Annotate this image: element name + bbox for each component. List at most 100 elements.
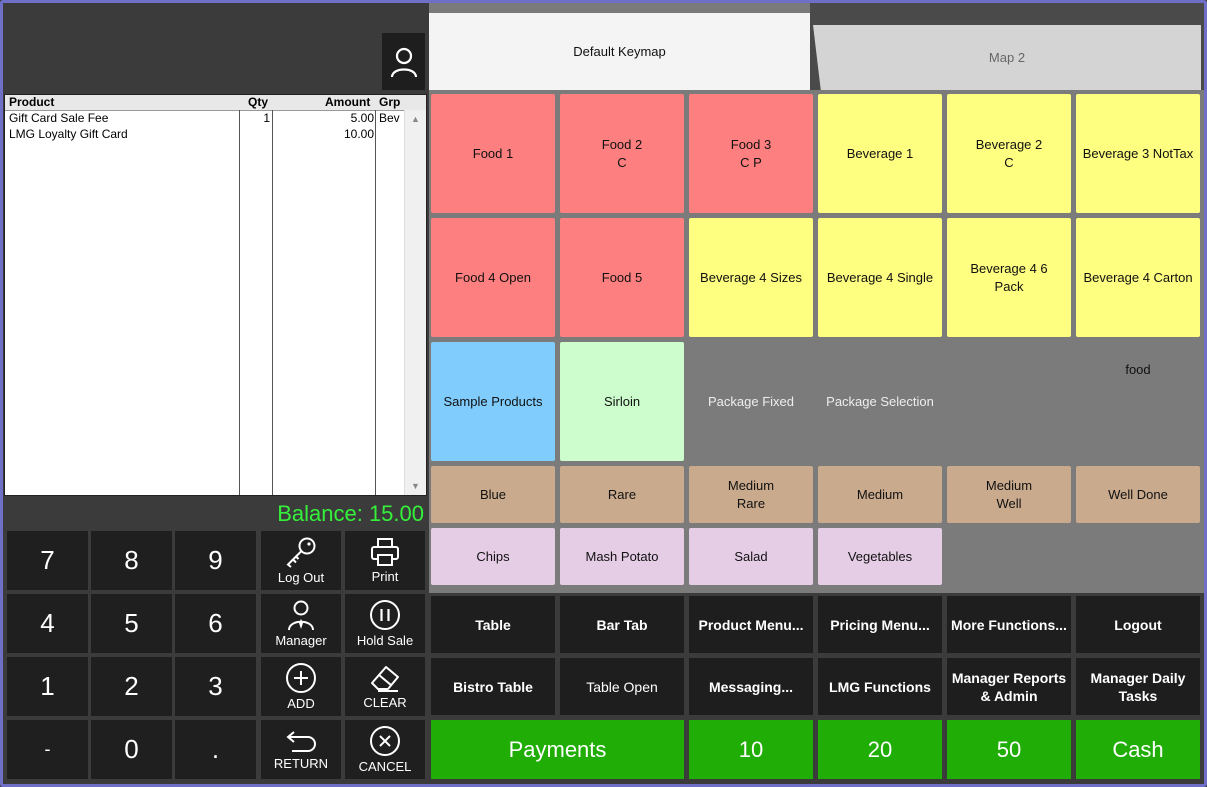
product-package-fixed[interactable]: Package Fixed [708,393,794,409]
order-list[interactable]: Product Qty Amount Grp Gift Card Sale Fe… [4,94,427,496]
print-key[interactable]: Print [345,531,425,590]
manager-key[interactable]: Manager [261,594,341,653]
row-grp [379,126,403,142]
order-header: Product Qty Amount Grp [5,95,426,111]
messaging-button[interactable]: Messaging... [689,658,813,715]
modifier-medium[interactable]: Medium [818,466,942,523]
eraser-icon [371,666,399,692]
product-food-5[interactable]: Food 5 [560,218,684,337]
logout-button[interactable]: Logout [1076,596,1200,653]
side-mash-potato[interactable]: Mash Potato [560,528,684,585]
printer-icon [371,538,399,566]
modifier-blue[interactable]: Blue [431,466,555,523]
product-food-2[interactable]: Food 2 C [560,94,684,213]
pay-20-button[interactable]: 20 [818,720,942,779]
balance-display: Balance: 15.00 [277,501,424,526]
key-2[interactable]: 2 [91,657,172,716]
header-grp: Grp [379,95,401,109]
cancel-circle-icon [370,726,400,756]
key-6[interactable]: 6 [175,594,256,653]
row-product: Gift Card Sale Fee [9,111,109,125]
tab-map-2-frame: Map 2 [810,3,1204,90]
row-grp: Bev [379,111,400,125]
key-9[interactable]: 9 [175,531,256,590]
table-open-button[interactable]: Table Open [560,658,684,715]
key-7[interactable]: 7 [7,531,88,590]
print-key-label: Print [371,569,399,584]
hold-sale-key[interactable]: Hold Sale [345,594,425,653]
product-beverage-4-carton[interactable]: Beverage 4 Carton [1076,218,1200,337]
user-button[interactable] [382,33,425,90]
more-functions-button[interactable]: More Functions... [947,596,1071,653]
key-icon [286,537,316,568]
tab-default-keymap[interactable]: Default Keymap [429,13,810,90]
column-divider [272,110,273,495]
lmg-functions-button[interactable]: LMG Functions [818,658,942,715]
order-scrollbar[interactable]: ▲ ▼ [404,110,426,495]
column-divider [239,110,240,495]
pause-icon [370,600,400,630]
keymap-panel [429,90,1204,593]
tab-map-2[interactable]: Map 2 [813,25,1201,90]
bistro-table-button[interactable]: Bistro Table [431,658,555,715]
key-minus[interactable]: - [7,720,88,779]
clear-key-label: CLEAR [363,695,407,710]
pricing-menu-button[interactable]: Pricing Menu... [818,596,942,653]
logout-key[interactable]: Log Out [261,531,341,590]
scroll-down-icon[interactable]: ▼ [411,481,420,491]
clear-key[interactable]: CLEAR [345,657,425,716]
product-food-3[interactable]: Food 3 C P [689,94,813,213]
key-8[interactable]: 8 [91,531,172,590]
pay-50-button[interactable]: 50 [947,720,1071,779]
header-qty: Qty [248,95,269,109]
manager-daily-tasks-button[interactable]: Manager Daily Tasks [1076,658,1200,715]
modifier-rare[interactable]: Rare [560,466,684,523]
key-0[interactable]: 0 [91,720,172,779]
product-food-4[interactable]: Food 4 Open [431,218,555,337]
hold-sale-key-label: Hold Sale [356,633,414,648]
side-vegetables[interactable]: Vegetables [818,528,942,585]
manager-reports-button[interactable]: Manager Reports & Admin [947,658,1071,715]
product-sample-products[interactable]: Sample Products [431,342,555,461]
payments-button[interactable]: Payments [431,720,684,779]
table-button[interactable]: Table [431,596,555,653]
key-1[interactable]: 1 [7,657,88,716]
side-chips[interactable]: Chips [431,528,555,585]
plus-circle-icon [286,663,316,693]
product-sirloin[interactable]: Sirloin [560,342,684,461]
bar-tab-button[interactable]: Bar Tab [560,596,684,653]
cancel-key[interactable]: CANCEL [345,720,425,779]
row-qty: 1 [263,111,270,125]
cash-button[interactable]: Cash [1076,720,1200,779]
product-beverage-3[interactable]: Beverage 3 NotTax [1076,94,1200,213]
add-key[interactable]: ADD [261,657,341,716]
modifier-well-done[interactable]: Well Done [1076,466,1200,523]
return-key-label: RETURN [273,756,329,771]
product-beverage-2[interactable]: Beverage 2 C [947,94,1071,213]
row-amount: 10.00 [343,127,374,141]
product-food-1[interactable]: Food 1 [431,94,555,213]
row-qty [241,126,270,142]
product-package-selection[interactable]: Package Selection [826,393,934,409]
side-salad[interactable]: Salad [689,528,813,585]
row-product: LMG Loyalty Gift Card [9,127,128,141]
product-beverage-4-sizes[interactable]: Beverage 4 Sizes [689,218,813,337]
return-key[interactable]: RETURN [261,720,341,779]
pay-10-button[interactable]: 10 [689,720,813,779]
key-dot[interactable]: . [175,720,256,779]
scroll-up-icon[interactable]: ▲ [411,114,420,124]
product-beverage-4-single[interactable]: Beverage 4 Single [818,218,942,337]
product-beverage-1[interactable]: Beverage 1 [818,94,942,213]
key-4[interactable]: 4 [7,594,88,653]
manager-icon [288,600,314,631]
modifier-medium-well[interactable]: Medium Well [947,466,1071,523]
key-5[interactable]: 5 [91,594,172,653]
key-3[interactable]: 3 [175,657,256,716]
product-beverage-4-6-pack[interactable]: Beverage 4 6 Pack [947,218,1071,337]
add-key-label: ADD [287,696,315,711]
logout-key-label: Log Out [277,570,325,585]
product-menu-button[interactable]: Product Menu... [689,596,813,653]
header-amount: Amount [325,95,371,109]
modifier-medium-rare[interactable]: Medium Rare [689,466,813,523]
label-food: food [1125,362,1151,377]
